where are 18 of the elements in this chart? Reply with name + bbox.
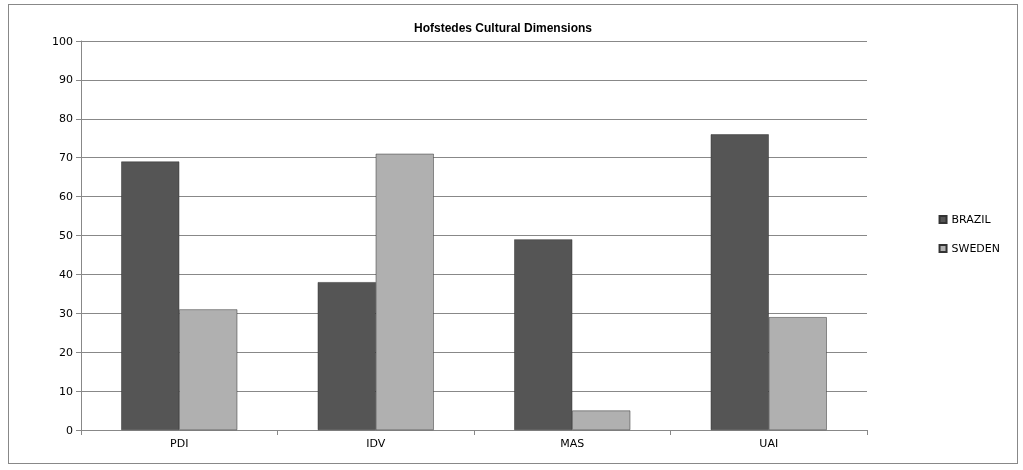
legend-label: SWEDEN <box>951 242 1001 255</box>
y-tick-label: 100 <box>52 34 73 48</box>
chart-title: Hofstedes Cultural Dimensions <box>414 21 593 35</box>
y-tick-label: 40 <box>59 267 73 281</box>
y-tick-label: 20 <box>59 345 73 359</box>
x-tick-label: MAS <box>560 437 585 450</box>
y-tick-label: 90 <box>59 73 73 87</box>
legend-label: BRAZIL <box>951 213 992 226</box>
y-tick-label: 10 <box>59 384 73 398</box>
x-tick-label: UAI <box>759 437 779 450</box>
x-tick-label: IDV <box>366 437 386 450</box>
y-tick-label: 0 <box>66 423 73 437</box>
x-tick-label: PDI <box>170 437 189 450</box>
y-tick-label: 50 <box>59 229 73 242</box>
y-tick-label: 80 <box>59 112 73 126</box>
y-tick-label: 30 <box>59 306 73 320</box>
y-tick-label: 60 <box>59 190 73 204</box>
y-tick-label: 70 <box>59 151 73 165</box>
